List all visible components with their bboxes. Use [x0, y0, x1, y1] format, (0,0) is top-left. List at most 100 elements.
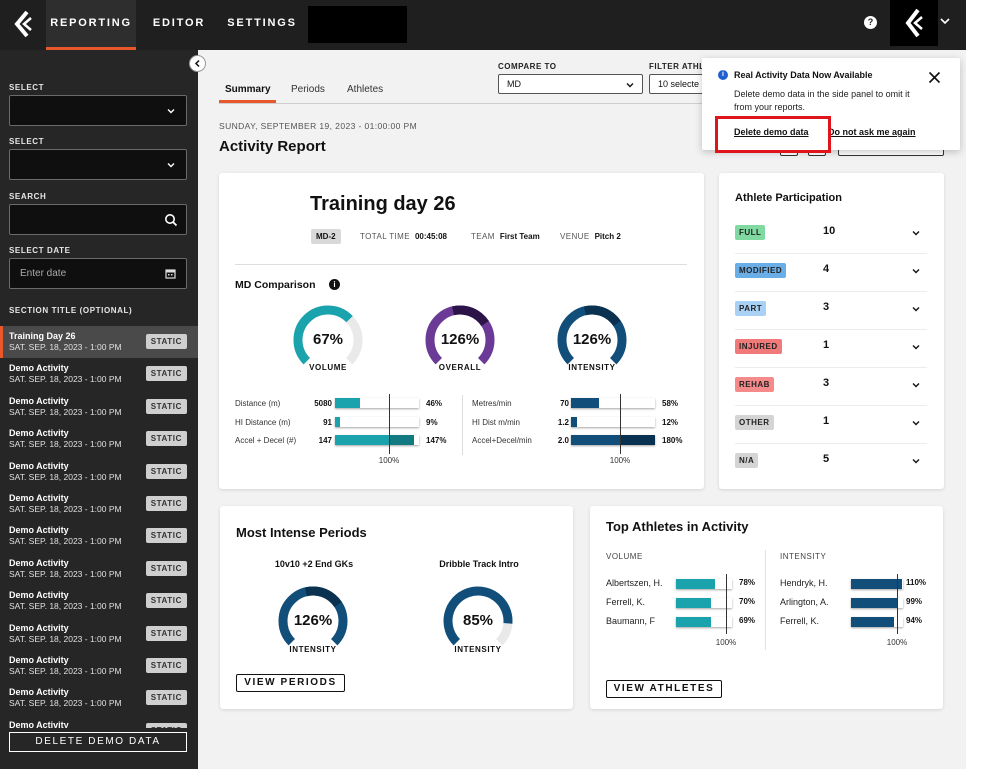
sidebar-activity-item[interactable]: Demo Activity SAT. SEP. 18, 2023 - 1:00 P…	[0, 650, 198, 682]
metric-name: Accel + Decel (#)	[235, 436, 297, 445]
athlete-bar-fill	[851, 617, 895, 627]
calendar-icon[interactable]	[165, 268, 176, 279]
collapse-sidebar-button[interactable]	[189, 55, 206, 72]
participation-row[interactable]: OTHER 1	[735, 413, 927, 444]
chevron-down-icon[interactable]	[911, 418, 921, 428]
static-badge: STATIC	[145, 431, 187, 447]
periods-title: Most Intense Periods	[236, 525, 367, 540]
filter-athletes-select[interactable]: 10 selecte	[649, 74, 709, 94]
nav-tab-reporting[interactable]: REPORTING	[46, 0, 136, 50]
athlete-name[interactable]: Arlington, A.	[780, 597, 829, 607]
nav-tab-settings[interactable]: SETTINGS	[227, 17, 297, 29]
close-icon[interactable]	[928, 71, 941, 84]
participation-row[interactable]: INJURED 1	[735, 337, 927, 368]
athlete-name[interactable]: Hendryk, H.	[780, 578, 828, 588]
row-divider	[735, 253, 927, 254]
user-avatar[interactable]	[890, 0, 938, 46]
sidebar-activity-item[interactable]: Training Day 26 SAT. SEP. 18, 2023 - 1:00…	[0, 326, 198, 359]
gauge-label: VOLUME	[309, 363, 347, 372]
view-periods-button[interactable]: VIEW PERIODS	[236, 674, 345, 692]
sidebar-activity-item[interactable]: Demo Activity SAT. SEP. 18, 2023 - 1:00 P…	[0, 488, 198, 520]
metric-percent: 58%	[662, 399, 679, 408]
chevron-down-icon[interactable]	[911, 380, 921, 390]
tab-periods[interactable]: Periods	[291, 84, 325, 95]
venue: VENUE Pitch 2	[560, 232, 621, 241]
chevron-down-icon[interactable]	[911, 228, 921, 238]
compare-to-value: MD	[507, 79, 521, 89]
sidebar-activity-item[interactable]: Demo Activity SAT. SEP. 18, 2023 - 1:00 P…	[0, 358, 198, 390]
static-badge: STATIC	[145, 593, 187, 609]
sidebar-activity-item[interactable]: Demo Activity SAT. SEP. 18, 2023 - 1:00 P…	[0, 553, 198, 585]
participation-row[interactable]: PART 3	[735, 299, 927, 330]
sidebar-activity-item[interactable]: Demo Activity SAT. SEP. 18, 2023 - 1:00 P…	[0, 618, 198, 650]
metric-value: 70	[560, 399, 569, 408]
metric-bar-fill	[335, 417, 340, 427]
metric-percent: 46%	[426, 399, 443, 408]
activity-title: Demo Activity	[9, 557, 69, 568]
gauge-label: INTENSITY	[568, 363, 616, 372]
metric-value: 1.2	[557, 418, 569, 427]
row-divider	[735, 291, 927, 292]
activity-date: SAT. SEP. 18, 2023 - 1:00 PM	[9, 633, 122, 644]
sidebar-activity-item[interactable]: Demo Activity SAT. SEP. 18, 2023 - 1:00 P…	[0, 423, 198, 455]
info-icon[interactable]: i	[329, 279, 340, 290]
brand-logo-icon[interactable]	[12, 10, 34, 38]
tab-summary[interactable]: Summary	[225, 84, 271, 95]
static-badge: STATIC	[145, 560, 187, 576]
activity-date: SAT. SEP. 18, 2023 - 1:00 PM	[9, 342, 122, 352]
user-menu-chevron-down-icon[interactable]	[938, 14, 952, 28]
chevron-down-icon[interactable]	[911, 304, 921, 314]
static-badge: STATIC	[145, 625, 187, 641]
sidebar-activity-item[interactable]: Demo Activity SAT. SEP. 18, 2023 - 1:00 P…	[0, 456, 198, 488]
delete-demo-data-button[interactable]: DELETE DEMO DATA	[9, 732, 187, 752]
participation-row[interactable]: REHAB 3	[735, 375, 927, 406]
tab-athletes[interactable]: Athletes	[347, 84, 384, 95]
athlete-name[interactable]: Albertszen, H.	[606, 578, 663, 588]
sidebar: SELECT SELECT SEARCH SELECT DATE Enter d…	[0, 50, 198, 769]
athlete-name[interactable]: Ferrell, K.	[780, 616, 820, 626]
chevron-down-icon[interactable]	[911, 266, 921, 276]
do-not-ask-again-link[interactable]: Do not ask me again	[828, 127, 916, 137]
sidebar-activity-item[interactable]: Demo Activity SAT. SEP. 18, 2023 - 1:00 P…	[0, 585, 198, 617]
activity-date: SAT. SEP. 18, 2023 - 1:00 PM	[9, 471, 122, 482]
activity-list: Training Day 26 SAT. SEP. 18, 2023 - 1:00…	[0, 326, 198, 728]
participation-row[interactable]: FULL 10	[735, 223, 927, 254]
sidebar-activity-item[interactable]: Demo Activity SAT. SEP. 18, 2023 - 1:00 P…	[0, 391, 198, 423]
chevron-down-icon	[167, 109, 175, 114]
sidebar-activity-item[interactable]: Demo Activity STATIC	[0, 715, 198, 728]
date-input[interactable]: Enter date	[9, 258, 187, 289]
select-1-dropdown[interactable]	[9, 95, 187, 126]
chevron-down-icon[interactable]	[911, 342, 921, 352]
sidebar-activity-item[interactable]: Demo Activity SAT. SEP. 18, 2023 - 1:00 P…	[0, 682, 198, 714]
view-athletes-button[interactable]: VIEW ATHLETES	[606, 680, 722, 698]
date-placeholder: Enter date	[20, 268, 67, 279]
session-divider	[235, 264, 687, 265]
gauge-value: 126%	[293, 612, 333, 629]
athlete-bar-fill	[851, 598, 897, 608]
athlete-name[interactable]: Baumann, F	[606, 616, 656, 626]
static-badge: STATIC	[145, 398, 187, 414]
athlete-percent: 70%	[739, 597, 756, 606]
search-input[interactable]	[9, 204, 187, 235]
sidebar-activity-item[interactable]: Demo Activity SAT. SEP. 18, 2023 - 1:00 P…	[0, 520, 198, 552]
participation-row[interactable]: MODIFIED 4	[735, 261, 927, 292]
gauge: 85%	[441, 584, 515, 658]
help-icon[interactable]: ?	[864, 16, 877, 29]
nav-tab-editor[interactable]: EDITOR	[152, 17, 206, 29]
compare-to-select[interactable]: MD	[498, 74, 643, 94]
gauge-value: 126%	[572, 331, 612, 348]
metric-bar-overflow	[389, 435, 415, 445]
highlight-box	[715, 116, 831, 153]
athlete-name[interactable]: Ferrell, K.	[606, 597, 646, 607]
static-badge: STATIC	[145, 657, 187, 673]
metric-bar	[335, 417, 419, 427]
gauge-label: INTENSITY	[454, 645, 502, 654]
search-icon[interactable]	[164, 213, 178, 227]
participation-count: 3	[823, 301, 830, 313]
select-2-dropdown[interactable]	[9, 149, 187, 180]
delete-demo-data-link[interactable]: Delete demo data	[734, 127, 809, 137]
total-time: TOTAL TIME 00:45:08	[360, 232, 447, 241]
participation-row[interactable]: N/A 5	[735, 451, 927, 471]
session-title: Training day 26	[310, 193, 456, 215]
chevron-down-icon[interactable]	[911, 456, 921, 466]
